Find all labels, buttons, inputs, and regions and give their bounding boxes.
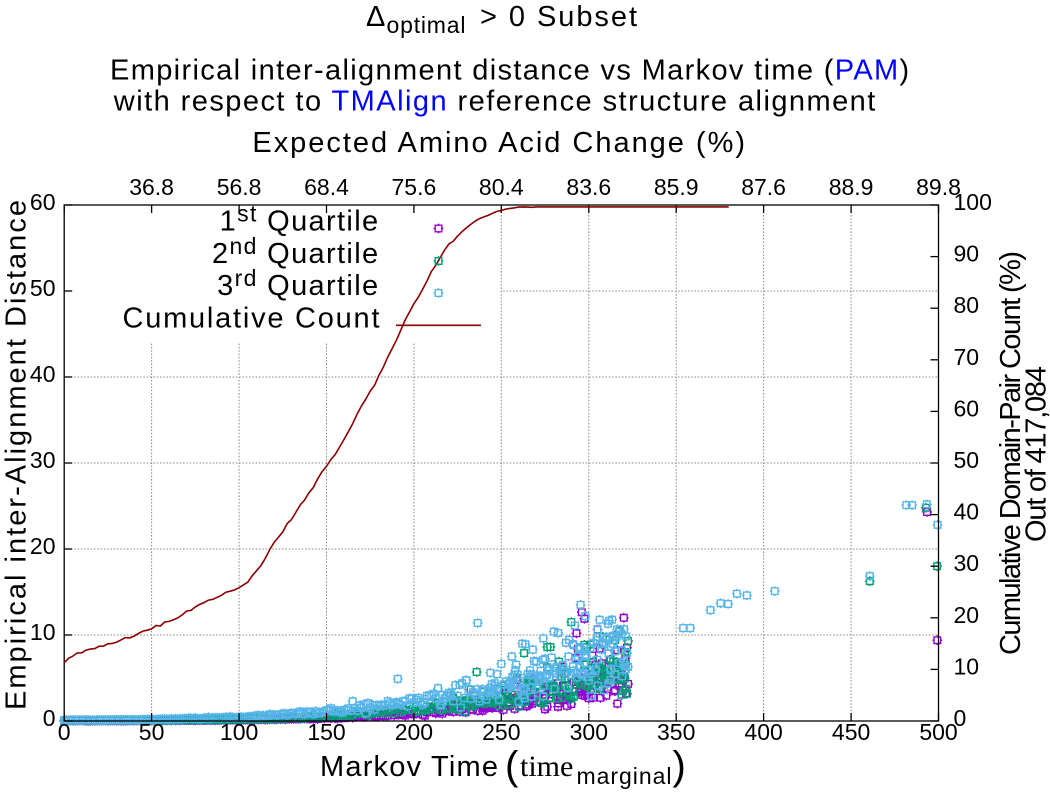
svg-text:marginal: marginal bbox=[577, 763, 672, 789]
svg-text:40: 40 bbox=[954, 499, 980, 525]
svg-text:100: 100 bbox=[954, 189, 992, 215]
svg-text:30: 30 bbox=[954, 550, 980, 576]
svg-text:89.8: 89.8 bbox=[916, 174, 961, 200]
svg-text:90: 90 bbox=[954, 241, 980, 267]
svg-text:60: 60 bbox=[954, 395, 980, 421]
svg-text:0: 0 bbox=[43, 705, 56, 731]
svg-text:300: 300 bbox=[570, 719, 608, 745]
svg-text:500: 500 bbox=[919, 719, 957, 745]
svg-text:100: 100 bbox=[220, 719, 258, 745]
svg-text:200: 200 bbox=[395, 719, 433, 745]
svg-text:56.8: 56.8 bbox=[217, 174, 262, 200]
svg-text:88.9: 88.9 bbox=[829, 174, 874, 200]
svg-text:85.9: 85.9 bbox=[654, 174, 699, 200]
svg-text:80: 80 bbox=[954, 292, 980, 318]
svg-text:36.8: 36.8 bbox=[129, 174, 174, 200]
svg-text:80.4: 80.4 bbox=[479, 174, 524, 200]
svg-text:2nd Quartile: 2nd Quartile bbox=[212, 233, 380, 270]
svg-text:Markov Time: Markov Time bbox=[320, 751, 498, 783]
svg-text:optimal: optimal bbox=[387, 12, 466, 38]
svg-text:> 0 Subset: > 0 Subset bbox=[480, 1, 637, 33]
svg-text:Δ: Δ bbox=[366, 1, 385, 33]
svg-text:with respect to TMAlign refere: with respect to TMAlign reference struct… bbox=[113, 86, 877, 118]
svg-text:400: 400 bbox=[744, 719, 782, 745]
svg-text:40: 40 bbox=[30, 361, 56, 387]
svg-text:10: 10 bbox=[30, 619, 56, 645]
svg-text:Out of 417,084: Out of 417,084 bbox=[1021, 366, 1050, 542]
svg-text:50: 50 bbox=[954, 447, 980, 473]
svg-text:time: time bbox=[520, 750, 573, 783]
svg-text:0: 0 bbox=[954, 705, 967, 731]
svg-text:Cumulative Count: Cumulative Count bbox=[123, 303, 380, 335]
svg-text:83.6: 83.6 bbox=[566, 174, 611, 200]
svg-text:10: 10 bbox=[954, 653, 980, 679]
svg-text:(: ( bbox=[505, 744, 519, 788]
svg-text:50: 50 bbox=[139, 719, 165, 745]
svg-text:150: 150 bbox=[307, 719, 345, 745]
svg-text:0: 0 bbox=[58, 719, 71, 745]
svg-text:50: 50 bbox=[30, 275, 56, 301]
svg-text:): ) bbox=[673, 744, 686, 788]
svg-text:3rd Quartile: 3rd Quartile bbox=[217, 265, 379, 302]
svg-text:60: 60 bbox=[30, 189, 56, 215]
svg-text:Empirical inter-alignment dist: Empirical inter-alignment distance vs Ma… bbox=[110, 54, 911, 86]
svg-text:20: 20 bbox=[954, 602, 980, 628]
svg-text:250: 250 bbox=[482, 719, 520, 745]
svg-text:75.6: 75.6 bbox=[392, 174, 437, 200]
svg-text:68.4: 68.4 bbox=[304, 174, 349, 200]
svg-text:450: 450 bbox=[832, 719, 870, 745]
svg-text:87.6: 87.6 bbox=[741, 174, 786, 200]
svg-text:350: 350 bbox=[657, 719, 695, 745]
svg-text:20: 20 bbox=[30, 533, 56, 559]
svg-text:30: 30 bbox=[30, 447, 56, 473]
svg-text:Cumulative Domain-Pair Count (: Cumulative Domain-Pair Count (%) bbox=[995, 251, 1027, 655]
svg-text:Expected Amino Acid Change (%): Expected Amino Acid Change (%) bbox=[252, 127, 745, 159]
svg-text:Empirical inter-Alignment Dist: Empirical inter-Alignment Distance bbox=[1, 200, 33, 710]
svg-text:70: 70 bbox=[954, 344, 980, 370]
svg-text:1st Quartile: 1st Quartile bbox=[220, 201, 380, 238]
